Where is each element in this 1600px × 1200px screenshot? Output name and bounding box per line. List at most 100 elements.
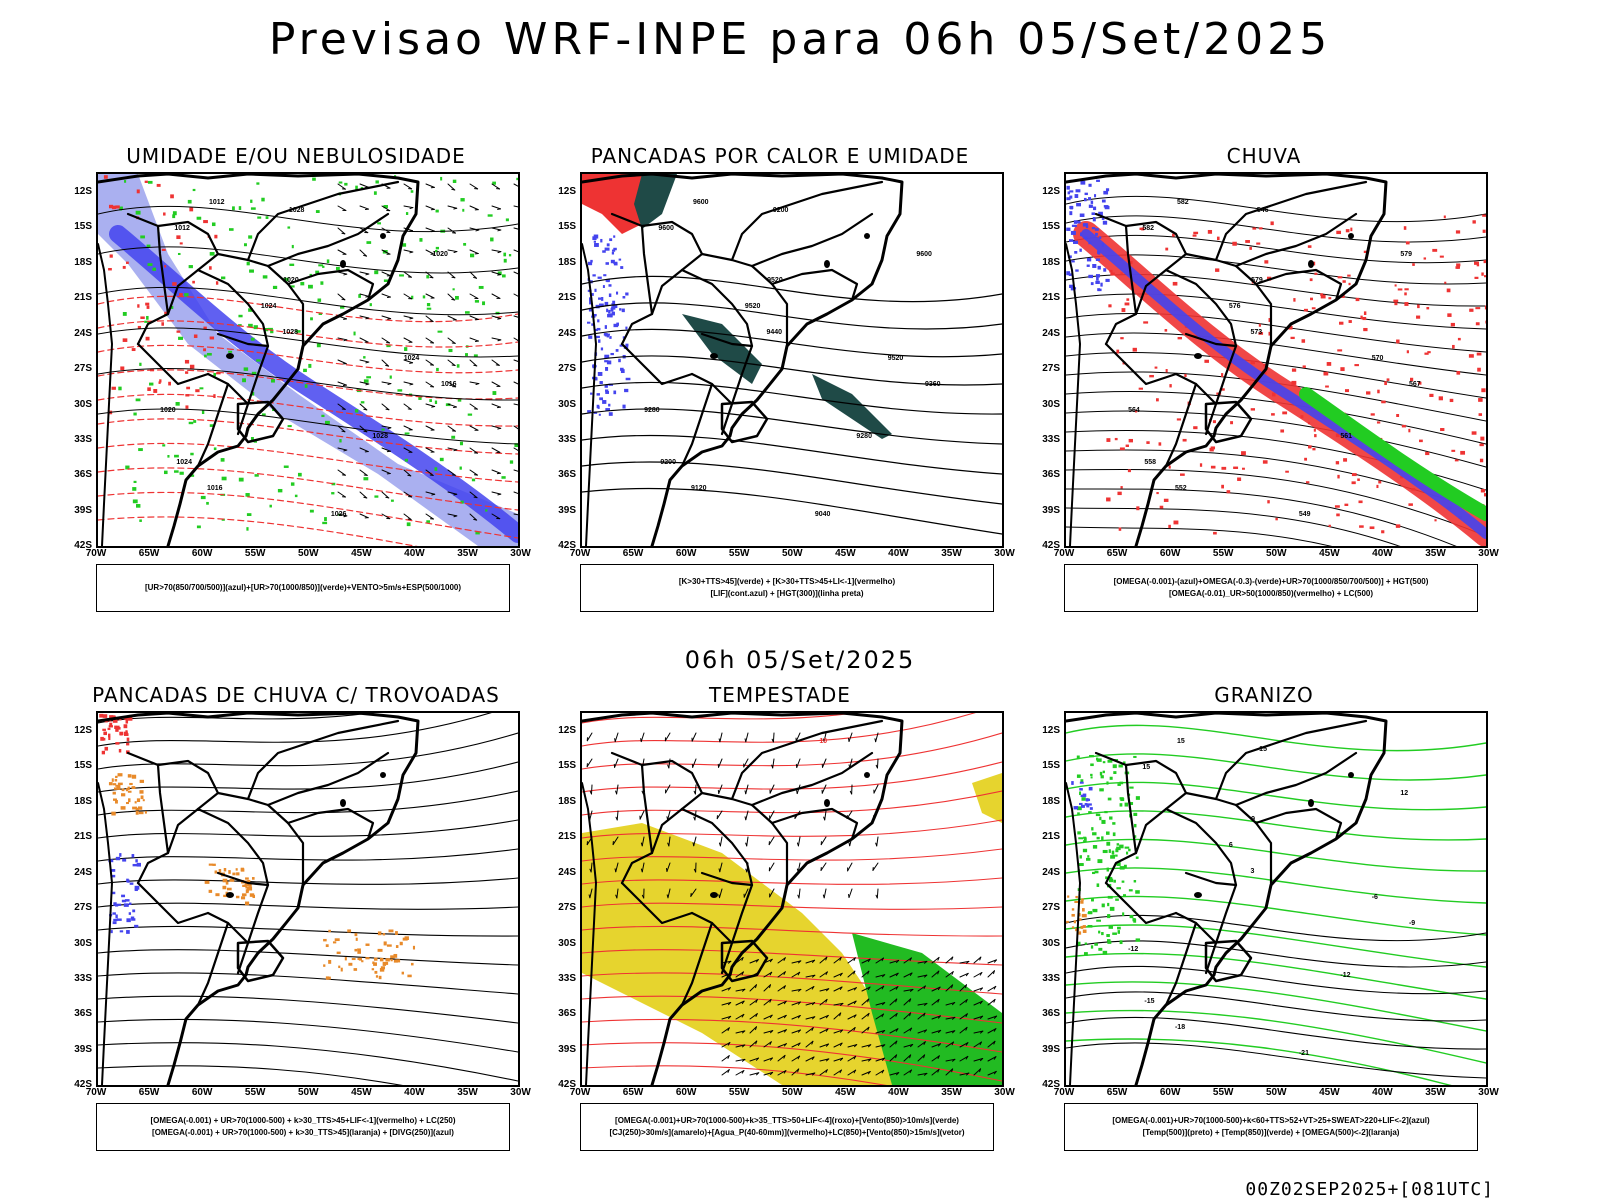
contour-label: 573 [1250,329,1262,336]
lon-tick-label: 55W [244,548,266,559]
precip-pixel [172,282,177,286]
precip-pixel [1159,505,1164,509]
precip-pixel [321,414,325,418]
precip-pixel [612,305,617,308]
precip-pixel [1381,400,1386,404]
precip-pixel [246,888,250,892]
wind-vector [513,315,518,318]
precip-pixel [1412,263,1415,266]
precip-pixel [140,795,144,800]
precip-pixel [452,288,455,291]
wind-vector [903,1012,912,1020]
wind-vector [403,359,414,364]
wind-vector-head [755,1013,758,1017]
precip-pixel [1091,827,1094,831]
precip-pixel [385,958,390,962]
precip-pixel [111,811,116,816]
precip-pixel [1440,428,1445,432]
streamline [98,1065,403,1085]
precip-pixel [132,909,136,913]
wind-vector-head [853,1000,857,1005]
contour-label: 1020 [160,407,176,414]
lon-tick-label: 60W [1159,548,1181,559]
precip-pixel [1156,492,1159,495]
contour-line [1066,991,1486,1022]
wind-vector [791,988,802,992]
precip-pixel [112,719,118,723]
wind-vector [513,271,518,275]
precip-pixel [1124,802,1129,807]
precip-pixel [317,298,322,302]
west-coastline [98,782,113,1085]
wind-vector [823,732,827,743]
precip-pixel [1363,327,1368,332]
wind-vector [791,1014,801,1020]
precip-pixel [604,384,608,388]
precip-pixel [1360,315,1363,320]
precip-pixel [140,316,145,319]
precip-pixel [369,303,372,307]
wind-vector [745,810,749,821]
precip-pixel [232,872,236,876]
precip-pixel [1376,484,1379,489]
precip-pixel [1112,822,1116,825]
precip-pixel [1114,437,1118,441]
precip-pixel [1106,939,1111,942]
precip-pixel [250,199,253,203]
precip-pixel [147,387,151,391]
wind-vector [876,758,879,769]
precip-pixel [1068,273,1072,277]
precip-pixel [1404,292,1407,296]
precip-pixel [1096,883,1100,887]
wind-vector [447,315,457,321]
lon-tick-label: 30W [994,548,1015,559]
wind-vector [833,957,842,964]
precip-pixel [1468,354,1474,358]
precip-pixel [1403,226,1407,230]
precip-pixel [1103,190,1109,195]
precip-pixel [426,275,430,279]
wind-vector [381,403,390,411]
wind-vector [959,999,968,1006]
precip-pixel [1320,293,1323,296]
lat-tick-label: 12S [1042,725,1060,736]
lat-tick-label: 21S [1042,292,1060,304]
precip-pixel [1264,260,1269,264]
precip-pixel [1080,898,1084,901]
wind-vector [833,1042,843,1048]
wind-vector-head [966,960,970,964]
precip-pixel [1092,217,1096,220]
precip-pixel [168,381,171,386]
precip-pixel [600,347,604,351]
precip-pixel [123,733,129,736]
precip-pixel [1082,848,1088,853]
wind-vector-head [867,970,870,975]
precip-pixel [1410,377,1414,382]
precip-pixel [170,194,174,199]
wind-vector [861,970,870,978]
precip-pixel [1452,344,1455,349]
precip-pixel [124,180,127,183]
precip-pixel [594,243,599,247]
precip-pixel [195,389,200,393]
precip-pixel [1237,477,1242,481]
precip-pixel [1323,371,1329,376]
precip-pixel [117,782,123,786]
wind-vector [359,359,370,363]
lon-tick-label: 35W [457,1087,478,1098]
wind-vector [823,888,827,899]
precip-pixel [193,334,198,338]
lon-tick-label: 60W [191,548,213,559]
precip-pixel [1358,500,1363,504]
precip-pixel [1314,434,1317,438]
precip-pixel [383,941,387,946]
precip-pixel [602,250,606,253]
precip-pixel [1106,867,1110,872]
precip-pixel [604,389,609,392]
precip-pixel [448,348,453,353]
precip-pixel [503,258,507,263]
wind-vector-head [811,1056,815,1060]
country-border [770,807,859,841]
lat-tick-label: 39S [74,504,92,516]
streamline [98,949,518,966]
